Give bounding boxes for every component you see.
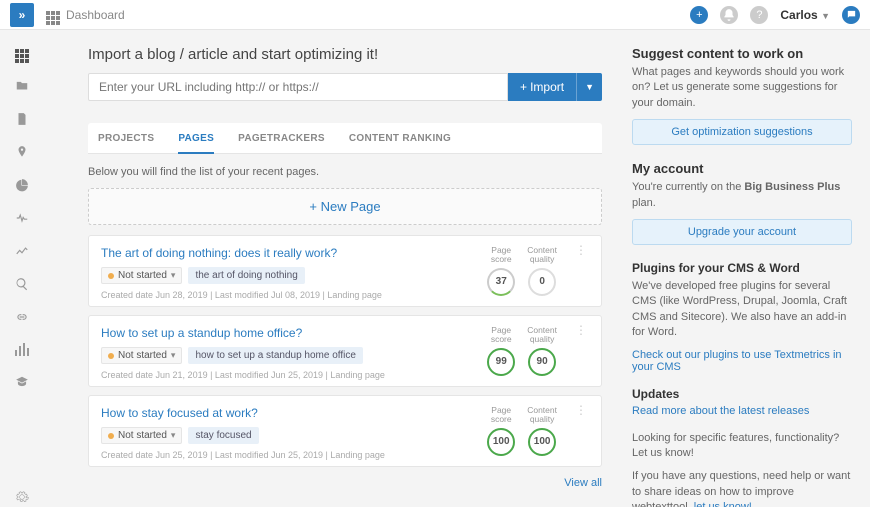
plugins-text: We've developed free plugins for several… bbox=[632, 279, 852, 341]
sidebar bbox=[0, 30, 44, 507]
tab-pagetrackers[interactable]: PAGETRACKERS bbox=[238, 123, 325, 153]
keyword-tag[interactable]: how to set up a standup home office bbox=[188, 347, 362, 364]
nav-folder-icon[interactable] bbox=[12, 79, 32, 96]
card-title-link[interactable]: How to stay focused at work? bbox=[101, 406, 477, 420]
card-menu-icon[interactable]: ⋮ bbox=[569, 326, 589, 334]
page-card: How to stay focused at work? Not started … bbox=[88, 395, 602, 467]
card-menu-icon[interactable]: ⋮ bbox=[569, 246, 589, 254]
account-title: My account bbox=[632, 161, 852, 176]
page-score-ring: 99 bbox=[487, 348, 515, 376]
url-input[interactable] bbox=[88, 73, 508, 101]
nav-pin-icon[interactable] bbox=[12, 145, 32, 162]
keyword-tag[interactable]: the art of doing nothing bbox=[188, 267, 304, 284]
nav-pie-icon[interactable] bbox=[12, 178, 32, 195]
account-text: You're currently on the Big Business Plu… bbox=[632, 180, 852, 211]
new-page-button[interactable]: + New Page bbox=[88, 188, 602, 225]
plugins-link[interactable]: Check out our plugins to use Textmetrics… bbox=[632, 349, 852, 373]
content-score-label: Contentquality bbox=[527, 406, 557, 425]
updates-title: Updates bbox=[632, 387, 852, 401]
status-dropdown[interactable]: Not started ▾ bbox=[101, 347, 182, 364]
help-icon[interactable]: ? bbox=[750, 6, 768, 24]
card-meta: Created date Jun 28, 2019 | Last modifie… bbox=[101, 290, 477, 300]
keyword-tag[interactable]: stay focused bbox=[188, 427, 258, 444]
page-score-label: Pagescore bbox=[487, 326, 515, 345]
content-score-label: Contentquality bbox=[527, 246, 557, 265]
logo[interactable]: » bbox=[10, 3, 34, 27]
nav-bars-icon[interactable] bbox=[12, 343, 32, 359]
page-score-ring: 100 bbox=[487, 428, 515, 456]
suggest-title: Suggest content to work on bbox=[632, 46, 852, 61]
tab-projects[interactable]: PROJECTS bbox=[98, 123, 154, 153]
content-score-label: Contentquality bbox=[527, 326, 557, 345]
page-score-ring: 37 bbox=[487, 268, 515, 296]
card-menu-icon[interactable]: ⋮ bbox=[569, 406, 589, 414]
add-icon[interactable]: + bbox=[690, 6, 708, 24]
nav-settings-icon[interactable] bbox=[12, 490, 32, 507]
nav-link-icon[interactable] bbox=[12, 310, 32, 327]
updates-link[interactable]: Read more about the latest releases bbox=[632, 405, 852, 417]
view-all-link[interactable]: View all bbox=[564, 477, 602, 489]
help-text1: Looking for specific features, functiona… bbox=[632, 431, 852, 462]
card-title-link[interactable]: The art of doing nothing: does it really… bbox=[101, 246, 477, 260]
page-card: The art of doing nothing: does it really… bbox=[88, 235, 602, 307]
import-button[interactable]: + Import bbox=[508, 73, 576, 101]
suggest-text: What pages and keywords should you work … bbox=[632, 65, 852, 111]
apps-icon[interactable] bbox=[46, 4, 60, 25]
plugins-title: Plugins for your CMS & Word bbox=[632, 261, 852, 275]
page-score-label: Pagescore bbox=[487, 406, 515, 425]
content-score-ring: 0 bbox=[528, 268, 556, 296]
nav-search-icon[interactable] bbox=[12, 277, 32, 294]
nav-heart-icon[interactable] bbox=[12, 211, 32, 228]
status-dropdown[interactable]: Not started ▾ bbox=[101, 427, 182, 444]
page-score-label: Pagescore bbox=[487, 246, 515, 265]
user-menu[interactable]: Carlos ▼ bbox=[780, 8, 830, 22]
help-link[interactable]: let us know! bbox=[694, 501, 752, 507]
card-meta: Created date Jun 25, 2019 | Last modifie… bbox=[101, 450, 477, 460]
main-title: Import a blog / article and start optimi… bbox=[88, 46, 602, 63]
suggest-button[interactable]: Get optimization suggestions bbox=[632, 119, 852, 145]
bell-icon[interactable] bbox=[720, 6, 738, 24]
import-dropdown[interactable]: ▼ bbox=[576, 73, 602, 101]
chat-icon[interactable] bbox=[842, 6, 860, 24]
tab-pages[interactable]: PAGES bbox=[178, 123, 214, 154]
status-dropdown[interactable]: Not started ▾ bbox=[101, 267, 182, 284]
upgrade-button[interactable]: Upgrade your account bbox=[632, 219, 852, 245]
content-score-ring: 90 bbox=[528, 348, 556, 376]
card-meta: Created date Jun 21, 2019 | Last modifie… bbox=[101, 370, 477, 380]
page-title-top: Dashboard bbox=[66, 8, 125, 22]
help-text2: If you have any questions, need help or … bbox=[632, 469, 852, 507]
nav-page-icon[interactable] bbox=[12, 112, 32, 129]
nav-dashboard-icon[interactable] bbox=[12, 40, 32, 63]
card-title-link[interactable]: How to set up a standup home office? bbox=[101, 326, 477, 340]
page-card: How to set up a standup home office? Not … bbox=[88, 315, 602, 387]
nav-chart-icon[interactable] bbox=[12, 244, 32, 261]
list-subtext: Below you will find the list of your rec… bbox=[88, 166, 602, 178]
tab-contentranking[interactable]: CONTENT RANKING bbox=[349, 123, 451, 153]
nav-grad-icon[interactable] bbox=[12, 375, 32, 392]
content-score-ring: 100 bbox=[528, 428, 556, 456]
